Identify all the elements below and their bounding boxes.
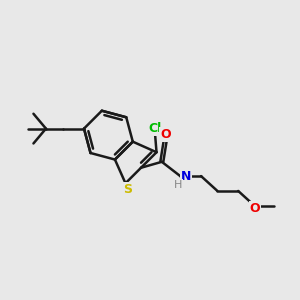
Text: O: O (250, 202, 260, 215)
Text: H: H (174, 180, 182, 190)
Text: O: O (160, 128, 171, 141)
Text: S: S (123, 183, 132, 196)
Text: Cl: Cl (148, 122, 162, 135)
Text: N: N (181, 170, 191, 183)
